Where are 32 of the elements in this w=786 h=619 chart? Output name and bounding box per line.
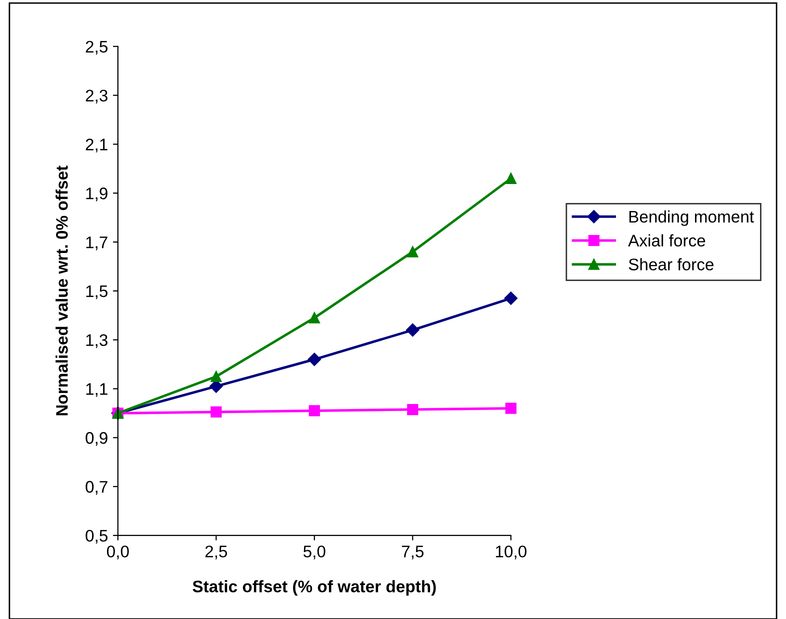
y-axis-title: Normalised value wrt. 0% offset [56, 166, 68, 416]
point [407, 246, 418, 258]
point [505, 402, 516, 414]
y-tick-label: 1,3 [86, 334, 108, 348]
x-tick-label: 2,5 [205, 546, 228, 560]
point [308, 352, 321, 366]
point [504, 292, 518, 305]
x-tick-label: 0,0 [106, 546, 129, 560]
y-tick-label: 1,9 [86, 188, 108, 202]
y-tick-label: 2,3 [86, 90, 108, 104]
point [407, 404, 418, 416]
y-tick-label: 1,7 [86, 236, 108, 250]
x-axis-title: Static offset (% of water depth) [192, 580, 436, 596]
x-tick-label: 7,5 [402, 546, 424, 560]
y-tick-label: 2,5 [86, 40, 108, 55]
point [505, 172, 516, 184]
point [406, 323, 420, 337]
y-tick-label: 1,5 [86, 286, 108, 300]
y-tick-label: 0,5 [86, 530, 108, 544]
x-tick-label: 5,0 [303, 546, 326, 560]
x-tick-label: 10,0 [496, 546, 526, 560]
y-tick-label: 2,1 [86, 138, 108, 152]
point [210, 370, 222, 382]
y-tick-label: 0,7 [86, 480, 108, 495]
legend-label: Axial force [628, 234, 706, 247]
point [308, 312, 320, 324]
point [210, 406, 222, 418]
y-tick-label: 0,9 [86, 432, 108, 446]
legend-label: Bending moment [629, 210, 754, 226]
y-tick-label: 1,1 [86, 383, 108, 397]
point [308, 405, 320, 416]
legend-label: Shear force [628, 258, 714, 270]
